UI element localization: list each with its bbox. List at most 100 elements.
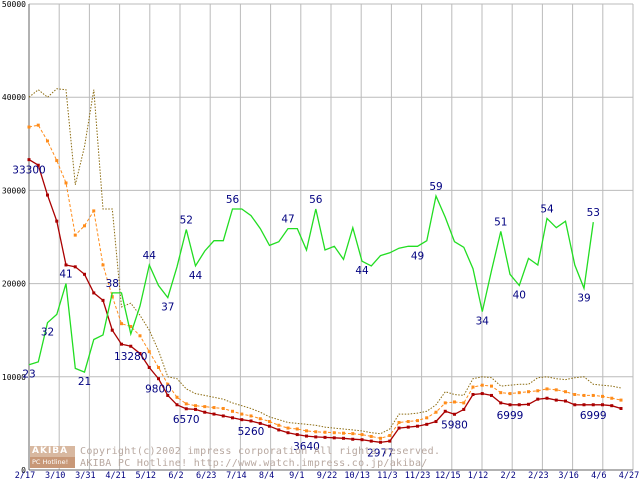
data-label: 5260 (238, 426, 265, 438)
point-orange (157, 365, 160, 369)
point-red (462, 407, 466, 411)
point-orange (120, 322, 123, 326)
point-orange (277, 423, 281, 427)
point-red (536, 397, 540, 401)
x-tick-label: 11/3 (377, 471, 397, 480)
point-red (138, 352, 142, 355)
data-label: 39 (577, 292, 590, 304)
data-label: 52 (180, 215, 193, 227)
x-tick-label: 8/4 (259, 471, 274, 480)
point-red (388, 439, 392, 443)
point-orange (64, 181, 68, 185)
point-orange (425, 416, 429, 420)
point-orange (573, 393, 577, 397)
point-orange (138, 334, 142, 338)
point-red (573, 403, 577, 407)
url-watermark: AKIBA PC Hotline! http://www.watch.impre… (80, 458, 428, 469)
x-tick-label: 4/6 (591, 471, 606, 480)
data-label: 59 (429, 181, 442, 193)
data-label: 53 (587, 207, 600, 219)
point-red (582, 403, 586, 407)
point-orange (166, 382, 170, 386)
point-orange (379, 436, 382, 440)
data-label: 49 (411, 250, 424, 262)
x-tick-label: 4/27 (619, 471, 639, 480)
point-orange (601, 394, 604, 398)
point-orange (527, 390, 530, 394)
point-red (46, 193, 49, 197)
point-orange (129, 324, 133, 328)
point-red (379, 440, 382, 444)
x-tick-label: 2/23 (528, 471, 548, 480)
point-red (508, 403, 512, 407)
logo-top-text: AKIBA (30, 446, 75, 457)
point-orange (360, 433, 364, 437)
point-orange (416, 419, 419, 423)
y-tick-label: 30000 (2, 186, 26, 195)
point-red (120, 342, 123, 346)
point-red (527, 402, 530, 406)
point-red (305, 434, 308, 438)
x-tick-label: 5/12 (136, 471, 156, 480)
point-orange (332, 431, 336, 435)
point-red (55, 219, 59, 223)
point-orange (295, 427, 299, 431)
point-orange (221, 406, 225, 410)
point-red (36, 163, 40, 167)
point-red (27, 158, 31, 162)
point-orange (175, 395, 179, 399)
x-tick-label: 9/22 (317, 471, 337, 480)
x-tick-label: 2/17 (15, 471, 35, 480)
data-label: 6999 (580, 410, 607, 422)
point-orange (286, 426, 290, 430)
point-red (277, 428, 281, 432)
point-orange (564, 390, 567, 394)
x-tick-label: 3/31 (75, 471, 95, 480)
point-red (517, 403, 521, 407)
data-label: 47 (281, 214, 294, 226)
point-orange (92, 209, 96, 213)
data-label: 32 (41, 327, 54, 339)
point-red (64, 263, 68, 267)
point-red (591, 403, 595, 407)
point-red (92, 291, 96, 295)
point-red (286, 431, 290, 435)
y-tick-label: 10000 (2, 373, 26, 382)
x-tick-label: 6/23 (196, 471, 216, 480)
point-red (499, 401, 503, 405)
point-orange (46, 139, 49, 143)
point-red (314, 435, 318, 439)
data-label: 38 (106, 278, 119, 290)
point-orange (434, 410, 438, 414)
data-label: 34 (476, 316, 490, 328)
point-red (564, 399, 567, 403)
point-orange (323, 430, 327, 434)
point-orange (453, 400, 456, 404)
point-red (610, 404, 614, 408)
point-orange (147, 350, 151, 354)
point-red (434, 420, 438, 424)
series-line-green (28, 193, 594, 373)
point-orange (508, 392, 512, 396)
data-label: 56 (226, 194, 240, 206)
point-orange (554, 388, 558, 392)
x-tick-label: 2/2 (501, 471, 516, 480)
x-tick-label: 12/15 (435, 471, 461, 480)
point-red (342, 436, 345, 440)
point-red (249, 419, 253, 423)
point-orange (212, 406, 216, 410)
data-label: 21 (78, 376, 91, 388)
point-orange (619, 398, 623, 402)
data-label: 23 (22, 369, 35, 381)
data-label: 56 (309, 194, 323, 206)
point-red (175, 403, 179, 407)
y-tick-label: 0 (21, 466, 26, 475)
point-orange (184, 402, 188, 406)
data-label: 54 (540, 203, 554, 215)
point-orange (471, 385, 475, 389)
point-orange (397, 420, 401, 424)
x-tick-label: 3/10 (45, 471, 65, 480)
point-orange (591, 393, 595, 397)
